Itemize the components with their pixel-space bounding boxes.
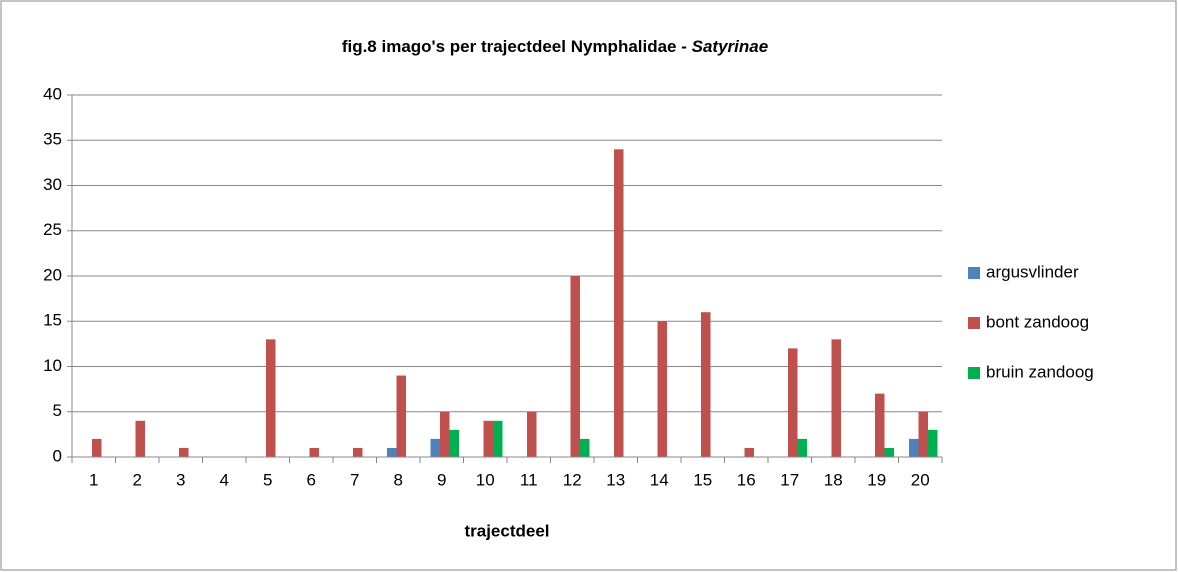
y-tick-label: 15 [43, 311, 62, 330]
bar [875, 393, 885, 457]
y-tick-label: 40 [43, 84, 62, 103]
y-tick-label: 30 [43, 175, 62, 194]
x-tick-label: 1 [89, 470, 98, 489]
bar [179, 447, 189, 457]
x-tick-label: 11 [520, 470, 538, 489]
bar [788, 348, 798, 457]
x-tick-label: 16 [737, 470, 756, 489]
bar [387, 447, 397, 457]
x-tick-label: 8 [394, 470, 403, 489]
bar [928, 429, 938, 457]
bar [909, 438, 919, 457]
bar [580, 438, 590, 457]
x-tick-label: 15 [693, 470, 712, 489]
x-tick-label: 17 [780, 470, 799, 489]
y-tick-label: 35 [43, 130, 62, 149]
chart-title-text: fig.8 imago's per trajectdeel Nymphalida… [342, 37, 687, 56]
bar [266, 339, 276, 457]
bar [701, 312, 711, 457]
x-tick-label: 19 [867, 470, 886, 489]
y-tick-label: 5 [53, 401, 62, 420]
y-tick-label: 20 [43, 265, 62, 284]
x-tick-label: 6 [307, 470, 316, 489]
bar [797, 438, 807, 457]
bar [430, 438, 440, 457]
bar [396, 375, 406, 457]
bar [92, 438, 102, 457]
x-tick-label: 3 [176, 470, 185, 489]
bar [527, 411, 537, 457]
x-axis-title: trajectdeel [464, 521, 549, 540]
x-tick-label: 13 [606, 470, 625, 489]
legend-label: bont zandoog [986, 312, 1089, 331]
bar [440, 411, 450, 457]
bar [309, 447, 319, 457]
legend-swatch [968, 267, 980, 279]
legend-label: bruin zandoog [986, 362, 1094, 381]
bar [744, 447, 754, 457]
bar [884, 447, 894, 457]
bar [831, 339, 841, 457]
x-tick-label: 20 [911, 470, 930, 489]
chart-title-italic: Satyrinae [692, 37, 769, 56]
bar [918, 411, 928, 457]
legend-swatch [968, 317, 980, 329]
bar [493, 420, 503, 457]
y-tick-label: 0 [53, 446, 62, 465]
legend-swatch [968, 367, 980, 379]
bar [570, 276, 580, 457]
bar [483, 420, 493, 457]
bar [135, 420, 145, 457]
x-tick-label: 9 [437, 470, 446, 489]
chart-title: fig.8 imago's per trajectdeel Nymphalida… [342, 37, 768, 56]
bar [449, 429, 459, 457]
y-tick-label: 25 [43, 220, 62, 239]
y-tick-label: 10 [43, 356, 62, 375]
bar [353, 447, 363, 457]
x-tick-label: 18 [824, 470, 843, 489]
x-tick-label: 10 [476, 470, 495, 489]
x-tick-label: 2 [133, 470, 142, 489]
legend-label: argusvlinder [986, 262, 1079, 281]
bar [657, 321, 667, 457]
x-tick-label: 12 [563, 470, 582, 489]
bar [614, 149, 624, 458]
x-tick-label: 5 [263, 470, 272, 489]
x-tick-label: 4 [220, 470, 229, 489]
x-tick-label: 14 [650, 470, 669, 489]
x-tick-label: 7 [350, 470, 359, 489]
